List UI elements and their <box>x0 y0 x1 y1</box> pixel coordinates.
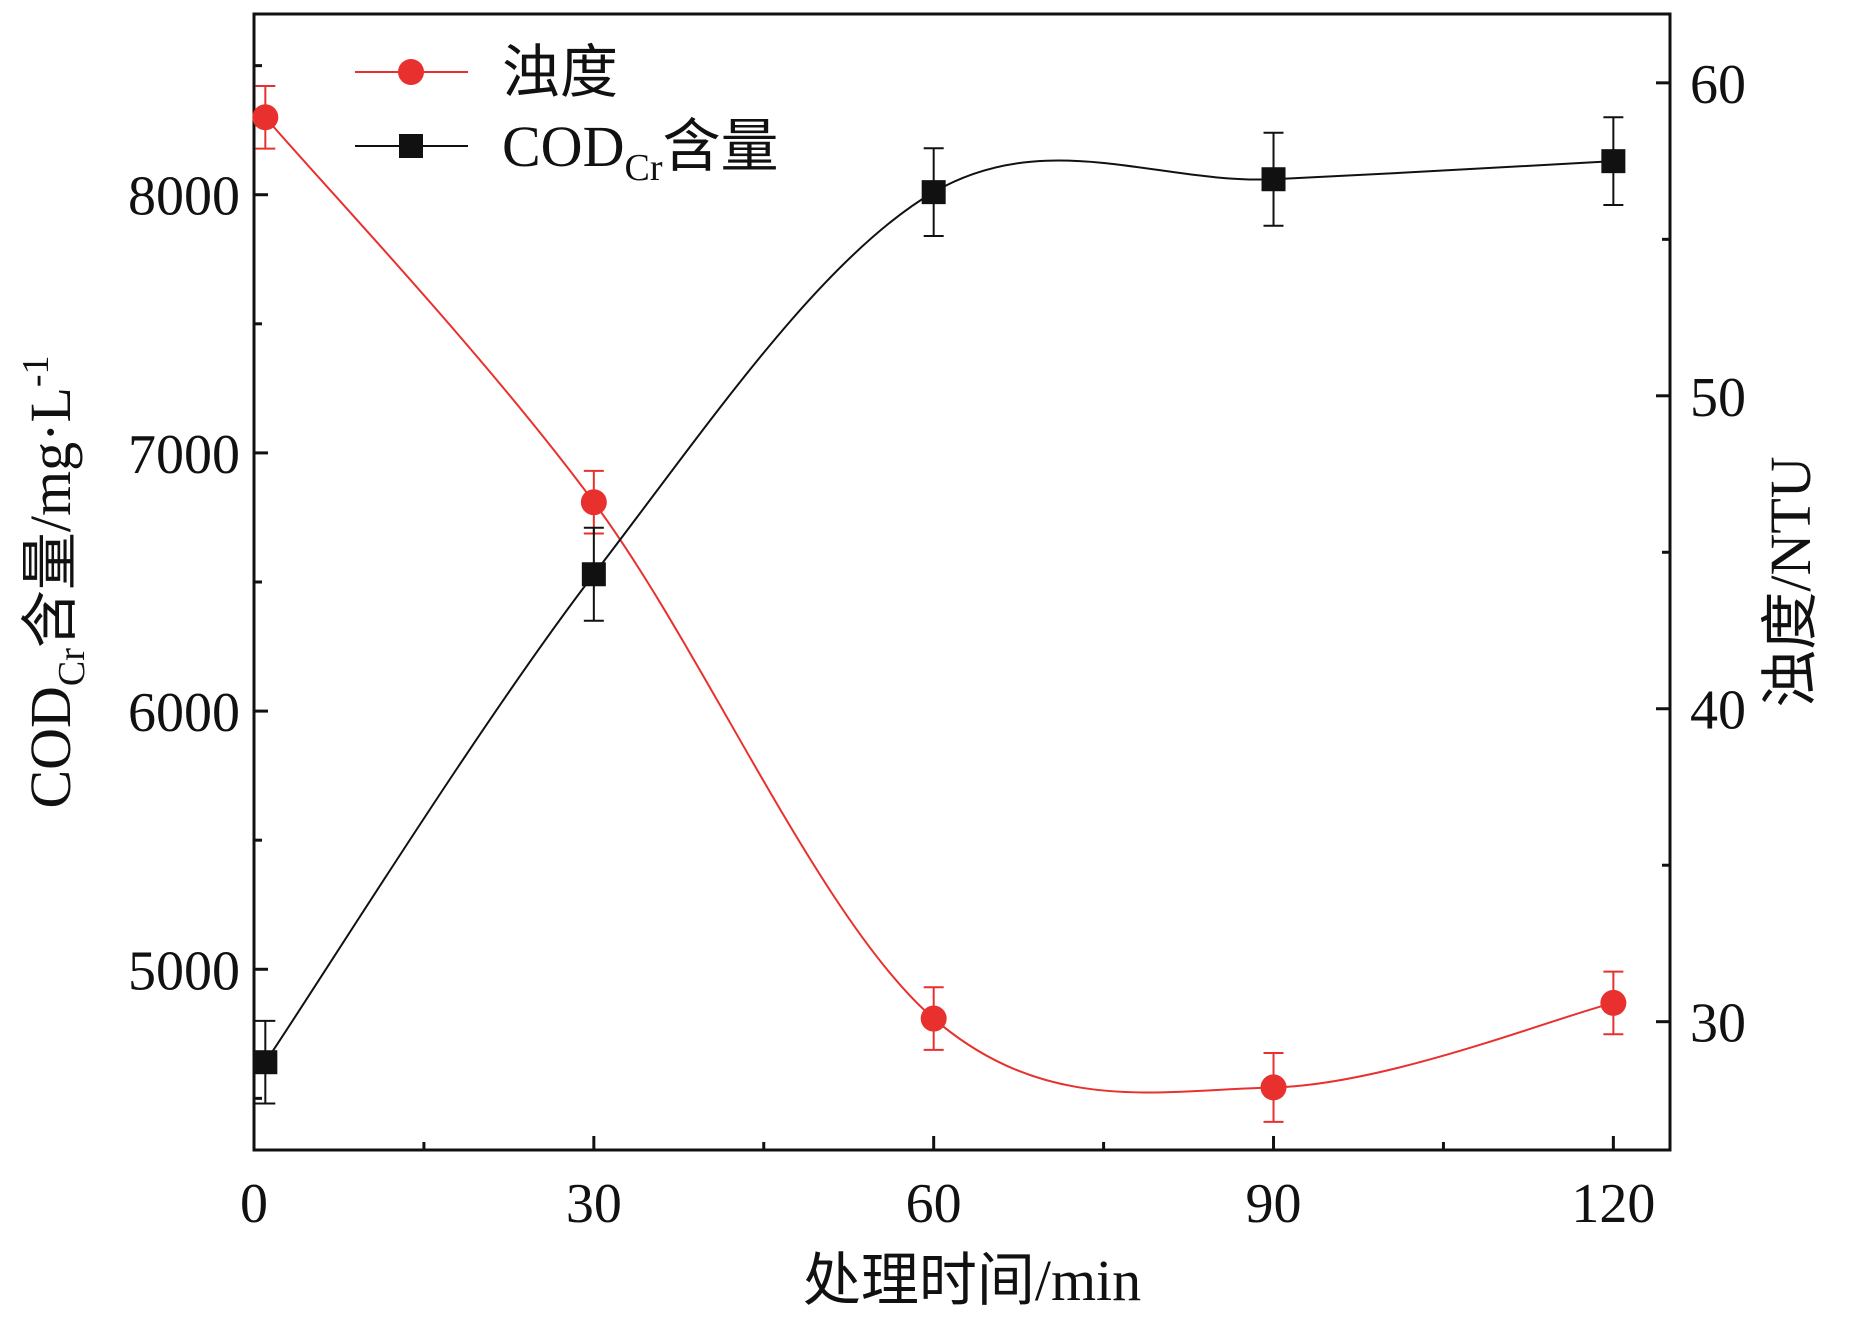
y-right-tick-label: 60 <box>1690 54 1746 116</box>
data-point-circle <box>1260 1074 1287 1101</box>
legend-label: 浊度 <box>502 40 618 105</box>
y-right-axis-title: 浊度/NTU <box>1758 456 1823 707</box>
series-line-1 <box>264 159 1614 1063</box>
series-line-0 <box>264 116 1614 1094</box>
data-point-circle <box>920 1005 947 1032</box>
y-right-tick-label: 50 <box>1690 367 1746 429</box>
data-markers <box>252 104 1627 1101</box>
data-point-square <box>921 180 946 205</box>
data-point-circle <box>580 489 607 516</box>
data-point-circle <box>252 104 279 131</box>
y-right-tick-label: 30 <box>1690 993 1746 1055</box>
legend-marker-circle <box>398 59 424 85</box>
series-curves <box>264 116 1614 1094</box>
x-tick-label: 120 <box>1571 1173 1655 1235</box>
y-left-axis-title: CODCr含量/mg·L-1 <box>15 355 93 808</box>
x-axis-title: 处理时间/min <box>803 1248 1141 1313</box>
y-left-tick-label: 8000 <box>128 166 240 228</box>
x-tick-label: 0 <box>240 1173 268 1235</box>
axis-titles: 处理时间/min CODCr含量/mg·L-1 浊度/NTU <box>15 355 1823 1313</box>
x-tick-label: 30 <box>566 1173 622 1235</box>
axis-ticks <box>252 64 1670 1150</box>
data-point-square <box>581 562 606 587</box>
error-bars <box>255 84 1624 1123</box>
data-point-square <box>253 1050 278 1075</box>
legend-label: CODCr含量 <box>502 114 778 189</box>
data-point-circle <box>1600 989 1627 1016</box>
data-point-square <box>1601 149 1626 174</box>
y-left-tick-label: 6000 <box>128 682 240 744</box>
legend: 浊度 CODCr含量 <box>355 40 778 189</box>
plot-area <box>252 12 1672 1152</box>
y-left-tick-label: 7000 <box>128 424 240 486</box>
x-tick-label: 60 <box>906 1173 962 1235</box>
x-tick-label: 90 <box>1246 1173 1302 1235</box>
legend-marker-square <box>399 134 423 158</box>
tick-labels: 0 30 60 90 120 5000 6000 7000 8000 30 40 50 60 <box>128 54 1746 1235</box>
data-point-square <box>1261 167 1286 192</box>
plot-frame <box>252 12 1672 1152</box>
y-right-tick-label: 40 <box>1690 680 1746 742</box>
y-left-tick-label: 5000 <box>128 940 240 1002</box>
